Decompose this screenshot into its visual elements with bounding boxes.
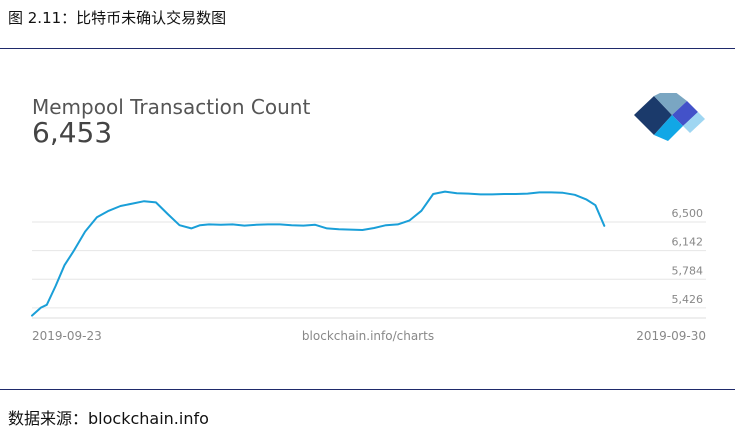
series-line (31, 190, 606, 317)
bottom-divider (0, 389, 735, 390)
x-tick-label: 2019-09-30 (636, 329, 706, 343)
y-tick-label: 5,426 (672, 293, 704, 306)
blockchain-logo-icon (634, 93, 705, 141)
top-divider (0, 48, 735, 49)
figure-caption: 图 2.11：比特币未确认交易数图 (8, 9, 227, 27)
y-tick-label: 6,142 (672, 236, 704, 249)
current-value: 6,453 (32, 116, 113, 149)
y-tick-label: 5,784 (672, 264, 704, 277)
y-tick-label: 6,500 (672, 207, 704, 220)
chart-area: 5,426 5,784 6,142 6,500 2019-09-23 blockchai… (31, 190, 706, 343)
chart-source-label: blockchain.info/charts (302, 329, 434, 343)
x-tick-label: 2019-09-23 (32, 329, 102, 343)
chart-title: Mempool Transaction Count (32, 95, 311, 119)
figure-source: 数据来源：blockchain.info (8, 409, 209, 428)
